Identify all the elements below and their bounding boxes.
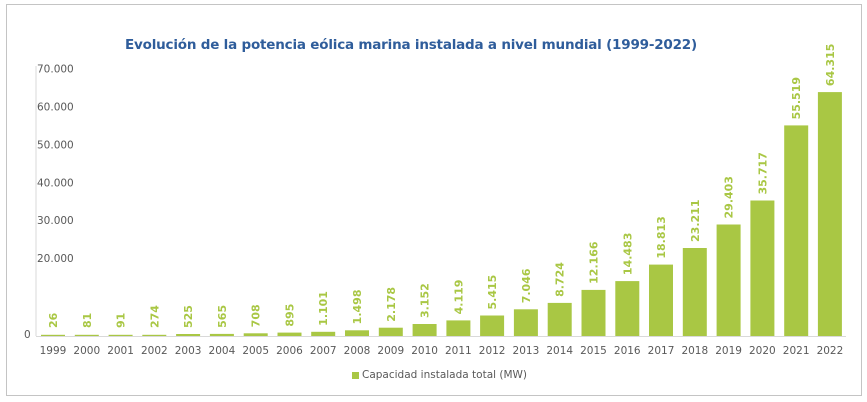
y-tick-label: 30.000	[37, 215, 74, 227]
bar-2007	[311, 331, 336, 336]
y-tick-labels: 0 20.000 30.000 40.000 50.000 60.000 70.000	[24, 64, 74, 342]
x-tick-label-2009: 2009	[377, 345, 404, 357]
y-tick-label: 60.000	[37, 101, 74, 113]
x-tick-label-2011: 2011	[445, 345, 472, 357]
bar-2017	[649, 264, 673, 336]
bar-2013	[513, 309, 538, 336]
data-label-2013: 7.046	[520, 268, 533, 303]
bar-2009	[378, 327, 403, 336]
bars	[41, 92, 842, 337]
legend: Capacidad instalada total (MW)	[352, 369, 527, 381]
axes	[35, 66, 846, 337]
data-label-2016: 14.483	[621, 233, 634, 275]
data-labels: 26 81 91 274 525 565 708 895 1.101 1.498 2.178 3.15…	[47, 44, 837, 328]
legend-label: Capacidad instalada total (MW)	[362, 369, 528, 381]
x-tick-label-2012: 2012	[479, 345, 506, 357]
bar-2008	[345, 330, 369, 336]
x-tick-label-2005: 2005	[242, 345, 269, 357]
x-tick-label-2014: 2014	[546, 345, 573, 357]
data-label-2019: 29.403	[723, 176, 736, 218]
data-label-2006: 895	[283, 304, 296, 327]
x-tick-label-2006: 2006	[276, 345, 303, 357]
data-label-2010: 3.152	[419, 283, 432, 318]
bar-2015	[581, 289, 606, 336]
data-label-2020: 35.717	[756, 152, 769, 194]
y-tick-label: 70.000	[37, 64, 74, 76]
y-tick-label: 20.000	[37, 253, 74, 265]
bar-2022	[817, 92, 842, 336]
x-tick-label-2022: 2022	[817, 345, 844, 357]
chart-title: Evolución de la potencia eólica marina i…	[125, 37, 697, 53]
legend-swatch	[352, 371, 359, 379]
data-label-2022: 64.315	[824, 44, 837, 86]
x-tick-label-2019: 2019	[715, 345, 742, 357]
x-tick-label-2008: 2008	[344, 345, 371, 357]
data-label-2018: 23.211	[689, 200, 702, 242]
data-label-2000: 81	[81, 313, 94, 328]
data-label-1999: 26	[47, 312, 60, 328]
data-label-2009: 2.178	[385, 287, 398, 322]
x-tick-label-2010: 2010	[411, 345, 438, 357]
bar-2018	[682, 248, 707, 336]
bar-2019	[716, 224, 741, 336]
bar-2016	[615, 281, 640, 336]
y-tick-label: 40.000	[37, 177, 74, 189]
x-tick-label-2018: 2018	[681, 345, 708, 357]
bar-2001	[108, 334, 133, 336]
x-tick-label-2004: 2004	[209, 345, 236, 357]
x-tick-labels: 1999 2000 2001 2002 2003 2004 2005 2006 2007 2008…	[40, 345, 844, 357]
y-tick-label: 0	[24, 329, 31, 341]
bar-2003	[176, 334, 201, 336]
bar-2021	[784, 125, 809, 337]
data-label-2001: 91	[115, 313, 128, 328]
bar-2005	[243, 333, 268, 336]
x-tick-label-2016: 2016	[614, 345, 641, 357]
data-label-2017: 18.813	[655, 216, 668, 258]
bar-2010	[412, 324, 437, 336]
x-tick-label-2007: 2007	[310, 345, 337, 357]
bar-2012	[480, 315, 505, 336]
x-tick-label-2003: 2003	[175, 345, 202, 357]
data-label-2008: 1.498	[351, 290, 364, 325]
data-label-2014: 8.724	[554, 262, 567, 297]
data-label-2015: 12.166	[587, 241, 600, 284]
bar-2011	[446, 320, 471, 336]
data-label-2007: 1.101	[317, 291, 330, 326]
x-tick-label-2015: 2015	[580, 345, 607, 357]
bar-1999	[41, 334, 65, 336]
bar-2002	[142, 334, 167, 336]
data-label-2003: 525	[182, 305, 195, 328]
x-tick-label-2017: 2017	[648, 345, 675, 357]
x-tick-label-1999: 1999	[40, 345, 67, 357]
y-tick-label: 50.000	[37, 139, 74, 151]
data-label-2004: 565	[216, 305, 229, 328]
x-tick-label-2001: 2001	[107, 345, 134, 357]
bar-2000	[74, 334, 99, 336]
x-tick-label-2020: 2020	[749, 345, 776, 357]
x-tick-label-2000: 2000	[73, 345, 100, 357]
x-tick-label-2002: 2002	[141, 345, 168, 357]
bar-2006	[277, 332, 302, 336]
bar-2020	[750, 200, 775, 336]
data-label-2011: 4.119	[452, 280, 465, 315]
x-tick-label-2013: 2013	[513, 345, 540, 357]
bar-2004	[209, 333, 234, 336]
data-label-2021: 55.519	[790, 77, 803, 119]
bar-2014	[547, 302, 572, 336]
data-label-2012: 5.415	[486, 275, 499, 310]
data-label-2005: 708	[250, 304, 263, 327]
x-tick-label-2021: 2021	[783, 345, 810, 357]
data-label-2002: 274	[148, 305, 161, 328]
